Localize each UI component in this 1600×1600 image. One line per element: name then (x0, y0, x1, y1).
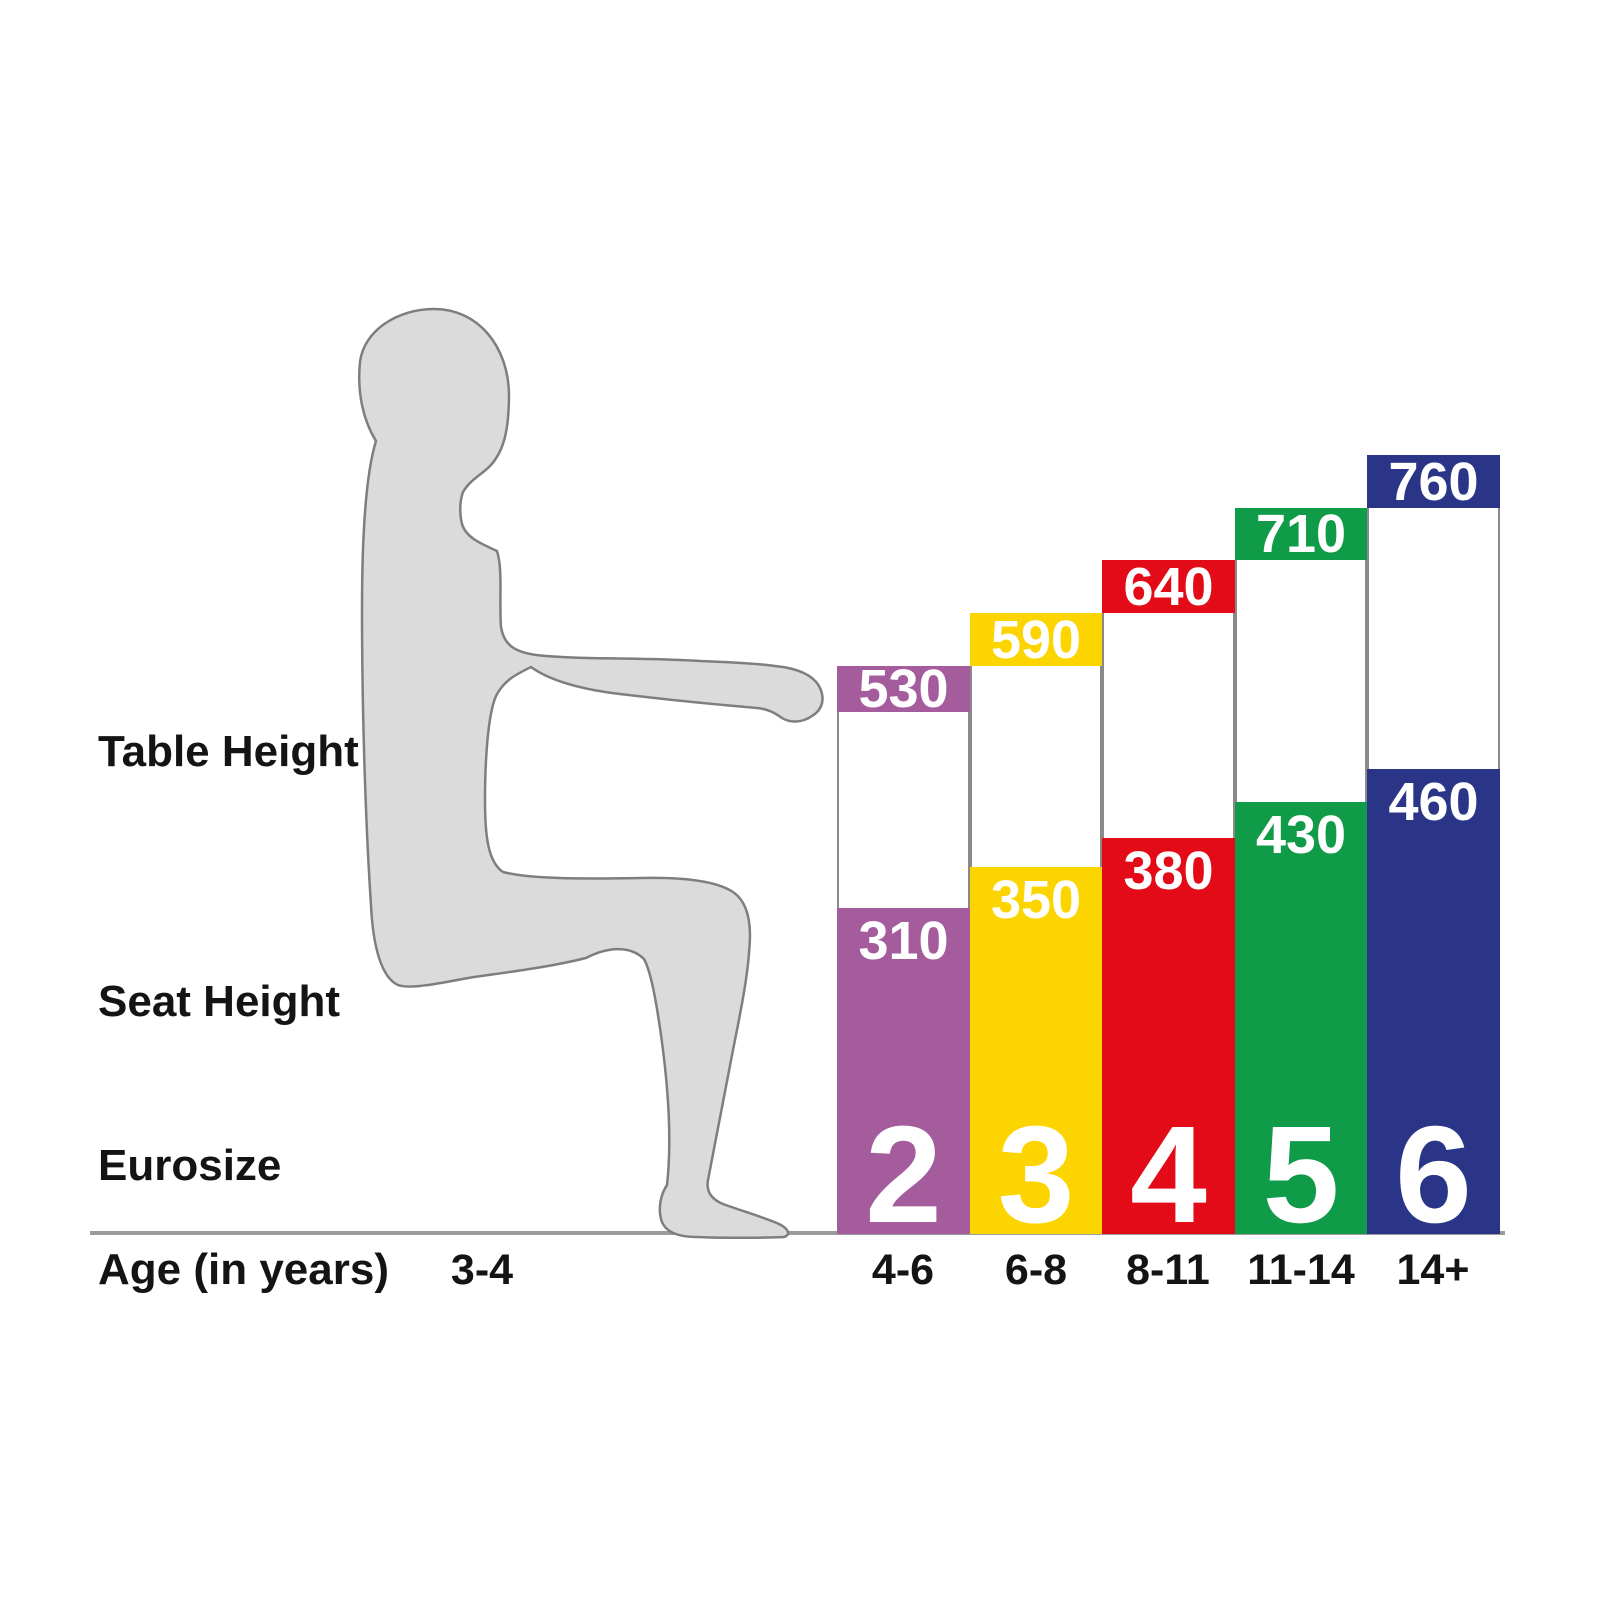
table-height-cap-size-2: 530 (837, 659, 970, 719)
seat-height-value-size-4: 380 (1123, 841, 1214, 901)
size1-table-height-box: 460 mm (569, 721, 770, 789)
table-height-label: Table Height (98, 727, 359, 776)
seat-segment-size-2: 310 2 (837, 908, 970, 1244)
gap-segment-size-5 (1235, 560, 1367, 802)
seat-segment-size-5: 430 5 (1235, 802, 1367, 1244)
eurosize-number-5: 5 (1262, 1098, 1340, 1252)
eurosize-number-3: 3 (997, 1098, 1075, 1252)
size1-table-height-value: 460 mm (569, 725, 771, 785)
bar-size-4: 640 380 4 (1102, 557, 1235, 1244)
seat-height-value-size-5: 430 (1255, 805, 1347, 865)
size1-seat-height-value: 260 mm (379, 976, 582, 1036)
table-height-cap-size-6: 760 (1367, 452, 1500, 512)
age-value-3: 6-8 (1004, 1246, 1068, 1294)
seat-height-value-size-2: 310 (858, 911, 949, 971)
bar-size-3: 590 350 3 (970, 610, 1102, 1244)
silhouette-path (358, 307, 824, 1239)
seat-height-label: Seat Height (98, 977, 341, 1026)
gap-segment-size-3 (970, 666, 1102, 867)
age-value-6: 14+ (1396, 1246, 1470, 1294)
seat-segment-size-4: 380 4 (1102, 838, 1235, 1244)
table-height-cap-size-4: 640 (1102, 557, 1235, 617)
bar-size-2: 530 310 2 (837, 659, 970, 1244)
gap-segment-size-2 (837, 712, 970, 908)
seat-segment-size-6: 460 6 (1367, 769, 1500, 1244)
table-height-cap-size-3: 590 (970, 610, 1102, 670)
size1-eurosize-number: 1 (442, 1098, 519, 1252)
age-value-2: 4-6 (871, 1246, 935, 1294)
bar-size-5: 710 430 5 (1235, 504, 1367, 1244)
age-value-4: 8-11 (1126, 1246, 1210, 1294)
bar-size-6: 760 460 6 (1367, 452, 1500, 1244)
gap-segment-size-4 (1102, 613, 1235, 838)
table-height-cap-size-5: 710 (1235, 504, 1367, 564)
seat-height-value-size-6: 460 (1388, 772, 1479, 832)
size1-seat-block: 260 mm 1 (375, 965, 586, 1244)
age-value-5: 11-14 (1247, 1246, 1355, 1294)
gap-segment-size-6 (1367, 508, 1500, 769)
seat-height-value-size-3: 350 (990, 870, 1082, 930)
eurosize-number-4: 4 (1130, 1098, 1207, 1252)
age-label: Age (in years) (98, 1245, 389, 1294)
eurosize-label: Eurosize (98, 1141, 282, 1190)
age-value-1: 3-4 (450, 1246, 514, 1294)
seat-segment-size-3: 350 3 (970, 867, 1102, 1244)
ground-line (90, 1231, 1505, 1235)
eurosize-number-6: 6 (1395, 1098, 1472, 1252)
eurosize-number-2: 2 (865, 1098, 942, 1252)
